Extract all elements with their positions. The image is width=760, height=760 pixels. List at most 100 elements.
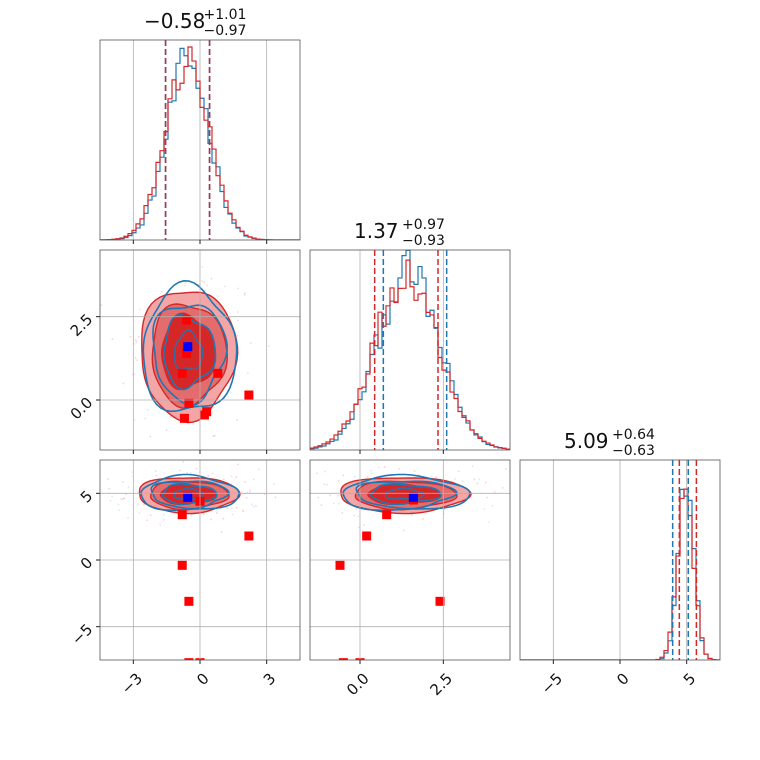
sample-point <box>473 478 476 481</box>
y-tick-label: 5 <box>77 487 96 506</box>
sample-point <box>457 470 460 473</box>
sample-point <box>203 281 206 283</box>
sample-point <box>236 311 239 313</box>
sample-point <box>337 502 340 505</box>
sample-point <box>249 489 252 492</box>
sample-point <box>421 518 424 520</box>
scatter-panel-2_1 <box>309 459 547 673</box>
contour-line-blue-middle <box>355 480 458 510</box>
sample-point <box>182 460 185 463</box>
sample-point <box>267 345 270 347</box>
sample-point <box>118 509 120 511</box>
truth-marker-red <box>244 390 254 400</box>
x-tick-label: 3 <box>260 670 279 689</box>
sample-point <box>184 284 186 287</box>
sample-point <box>369 469 372 472</box>
sample-point <box>127 486 130 488</box>
sample-point <box>244 480 246 483</box>
sample-point <box>249 491 251 493</box>
sample-point <box>169 415 172 418</box>
sample-point <box>246 372 249 375</box>
truth-marker-red <box>202 664 211 673</box>
sample-point <box>323 483 326 486</box>
sample-point <box>504 467 507 470</box>
sample-point <box>123 497 126 500</box>
sample-point <box>216 509 219 512</box>
truth-marker-red <box>342 664 351 673</box>
sample-point <box>250 503 253 506</box>
sample-point <box>162 518 165 521</box>
title-plus-error: +0.64 <box>612 427 655 443</box>
sample-point <box>155 474 157 477</box>
truth-marker-red <box>335 560 345 570</box>
sample-point <box>273 482 275 485</box>
truth-marker-blue <box>408 492 418 502</box>
sample-point <box>184 281 187 284</box>
hist-title-3: 5.09 +0.64−0.63 <box>564 427 655 459</box>
sample-point <box>162 514 165 516</box>
truth-marker-red <box>177 368 187 378</box>
hist-frame-2 <box>309 249 511 451</box>
sample-point <box>215 512 218 514</box>
sample-point <box>133 419 136 422</box>
truth-marker-red <box>382 510 392 520</box>
sample-point <box>202 512 205 515</box>
sample-point <box>134 356 137 359</box>
contour-line-blue-outer <box>142 279 238 413</box>
sample-point <box>377 466 380 469</box>
sample-point <box>454 477 457 480</box>
x-tick-label: 2.5 <box>426 670 456 700</box>
sample-point <box>136 359 138 362</box>
sample-point <box>138 308 141 311</box>
x-tick-label: 5 <box>680 670 699 689</box>
truth-marker-red <box>184 658 194 660</box>
title-median: 1.37 <box>354 219 399 243</box>
sample-point <box>129 335 132 338</box>
sample-point <box>535 509 537 511</box>
sample-point <box>120 498 123 500</box>
sample-point <box>263 493 266 496</box>
sample-point <box>478 478 481 481</box>
panel-grid-2_1 <box>310 460 510 660</box>
sample-point <box>117 503 120 506</box>
truth-marker-red <box>184 398 194 408</box>
truth-marker-blue <box>183 342 193 352</box>
sample-point <box>210 518 213 521</box>
sample-point <box>493 491 496 494</box>
sample-point <box>402 529 405 532</box>
truth-marker-red <box>435 596 445 606</box>
sample-point <box>357 526 360 529</box>
sample-point <box>212 435 215 438</box>
sample-point <box>317 496 320 499</box>
sample-point <box>237 287 240 290</box>
sample-point <box>370 472 373 475</box>
sample-point <box>316 472 318 475</box>
truth-marker-red <box>213 368 223 378</box>
sample-point <box>355 508 358 511</box>
sample-point <box>230 507 233 510</box>
y-tick-label: 2.5 <box>67 310 97 340</box>
title-minus-error: −0.93 <box>402 233 445 249</box>
sample-point <box>195 467 198 470</box>
sample-point <box>326 483 329 486</box>
sample-point <box>186 471 189 474</box>
truth-marker-red <box>184 596 194 606</box>
sample-point <box>222 517 225 520</box>
sample-point <box>144 417 147 420</box>
sample-point <box>179 469 182 472</box>
sample-point <box>108 487 111 490</box>
sample-point <box>545 476 547 478</box>
truth-marker-red <box>177 510 187 520</box>
sample-point <box>137 335 140 338</box>
truth-marker-red <box>182 348 192 358</box>
contour-line-blue-middle <box>150 480 230 510</box>
sample-point <box>461 480 464 483</box>
x-tick-label: 0 <box>613 670 632 689</box>
sample-point <box>337 494 339 497</box>
sample-point <box>211 472 214 475</box>
sample-point <box>353 514 356 517</box>
sample-point <box>366 475 369 478</box>
sample-point <box>237 319 239 322</box>
truth-marker-red <box>179 413 189 423</box>
sample-point <box>229 391 232 394</box>
